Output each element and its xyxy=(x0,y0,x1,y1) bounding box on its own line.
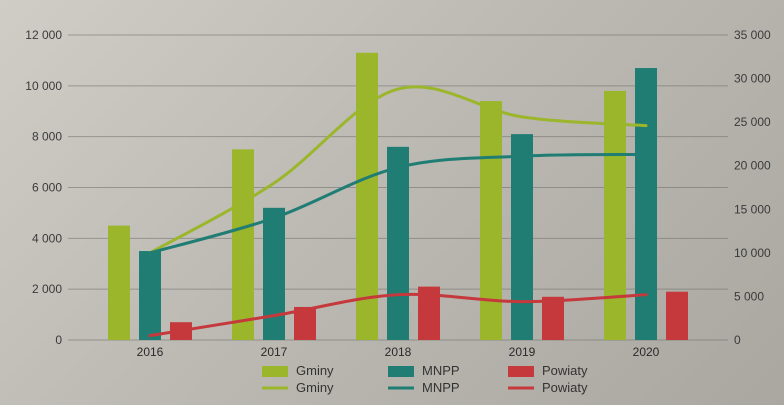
bars xyxy=(108,52,688,341)
legend-bar-swatch xyxy=(508,366,534,377)
bar-gminy-2018 xyxy=(356,52,378,341)
left-tick-label: 4 000 xyxy=(32,231,62,245)
line-powiaty xyxy=(148,292,648,338)
right-tick-label: 35 000 xyxy=(734,28,771,42)
bar-mnpp-2017 xyxy=(263,207,285,340)
bar-gminy-2016 xyxy=(108,225,130,340)
bar-mnpp-2018 xyxy=(387,146,409,340)
legend-bar-swatch xyxy=(262,366,288,377)
left-tick-label: 10 000 xyxy=(25,79,62,93)
x-tick-label: 2017 xyxy=(261,345,288,359)
right-tick-label: 5 000 xyxy=(734,289,764,303)
left-tick-label: 6 000 xyxy=(32,181,62,195)
legend-bar-swatch xyxy=(388,366,414,377)
x-tick-label: 2019 xyxy=(509,345,536,359)
x-tick-label: 2018 xyxy=(385,345,412,359)
line-gminy xyxy=(148,85,648,255)
bar-gminy-2020 xyxy=(604,90,626,341)
right-tick-label: 0 xyxy=(734,333,741,347)
left-axis: 0 2 000 4 000 6 000 8 000 10 000 12 000 xyxy=(25,28,62,347)
left-tick-label: 12 000 xyxy=(25,28,62,42)
legend-line-label: MNPP xyxy=(422,380,460,395)
left-tick-label: 0 xyxy=(55,333,62,347)
bar-gminy-2017 xyxy=(232,149,254,340)
bar-mnpp-2019 xyxy=(511,134,533,340)
bar-mnpp-2016 xyxy=(139,251,161,340)
right-tick-label: 20 000 xyxy=(734,159,771,173)
bar-powiaty-2019 xyxy=(542,296,564,340)
legend-bar-label: Gminy xyxy=(296,363,334,378)
x-axis: 2016 2017 2018 2019 2020 xyxy=(137,345,660,359)
right-tick-label: 25 000 xyxy=(734,115,771,129)
legend: Gminy MNPP Powiaty Gminy MNPP Powiaty xyxy=(262,363,588,395)
legend-line-label: Gminy xyxy=(296,380,334,395)
left-tick-label: 2 000 xyxy=(32,282,62,296)
bar-mnpp-2020 xyxy=(635,68,657,341)
bar-gminy-2019 xyxy=(480,101,502,340)
right-tick-label: 15 000 xyxy=(734,202,771,216)
legend-bar-label: Powiaty xyxy=(542,363,588,378)
x-tick-label: 2020 xyxy=(633,345,660,359)
right-tick-label: 10 000 xyxy=(734,246,771,260)
right-axis: 0 5 000 10 000 15 000 20 000 25 000 30 000 35 0… xyxy=(734,28,771,347)
bar-powiaty-2018 xyxy=(418,286,440,340)
left-tick-label: 8 000 xyxy=(32,130,62,144)
legend-line-label: Powiaty xyxy=(542,380,588,395)
right-tick-label: 30 000 xyxy=(734,72,771,86)
x-tick-label: 2016 xyxy=(137,345,164,359)
legend-bar-label: MNPP xyxy=(422,363,460,378)
lines xyxy=(148,85,648,338)
bar-powiaty-2020 xyxy=(666,291,688,340)
bar-powiaty-2017 xyxy=(294,306,316,340)
line-mnpp xyxy=(148,152,648,255)
